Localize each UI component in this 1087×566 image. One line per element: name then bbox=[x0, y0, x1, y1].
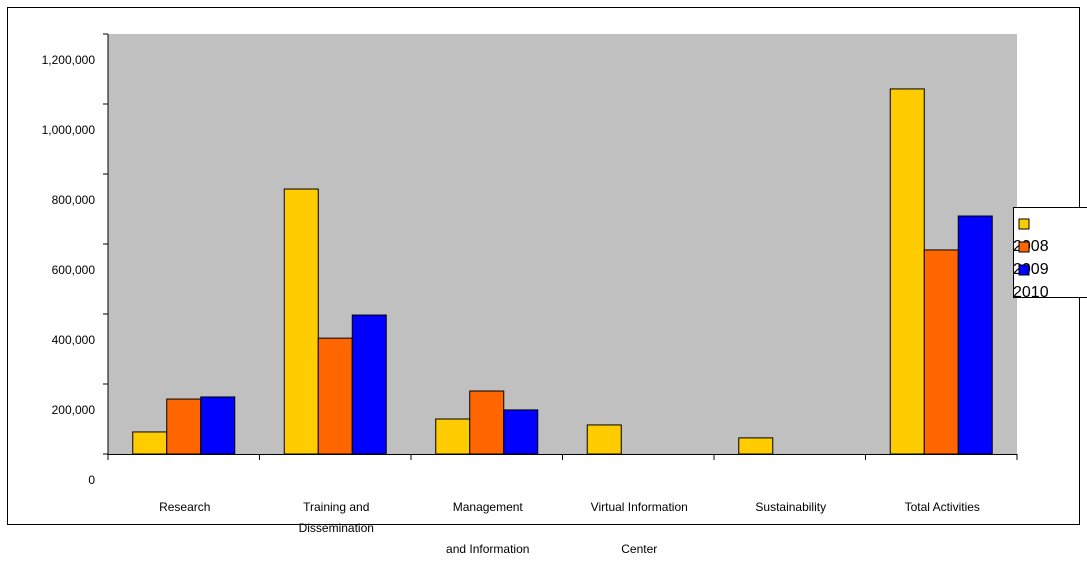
bar bbox=[923, 249, 959, 455]
bar bbox=[351, 314, 387, 455]
y-tick-label: 200,000 bbox=[52, 403, 96, 417]
bar bbox=[132, 431, 168, 455]
x-tick-label: and Information bbox=[446, 542, 529, 556]
x-tick-label: Training and bbox=[303, 500, 369, 514]
bar bbox=[166, 398, 202, 455]
bar bbox=[889, 88, 925, 455]
legend-swatch bbox=[1018, 218, 1030, 230]
legend-label: 2008 bbox=[1013, 238, 1049, 255]
y-tick-label: 1,200,000 bbox=[42, 53, 96, 67]
x-tick-label: Dissemination bbox=[299, 521, 374, 535]
bar bbox=[503, 409, 539, 455]
legend-label: 2009 bbox=[1013, 261, 1049, 278]
y-tick-label: 800,000 bbox=[52, 193, 96, 207]
x-tick-label: Management bbox=[453, 500, 524, 514]
x-tick-label: Center bbox=[621, 542, 657, 556]
y-tick-label: 1,000,000 bbox=[42, 123, 96, 137]
bar bbox=[317, 337, 353, 455]
bar bbox=[200, 396, 236, 455]
bar bbox=[586, 424, 622, 455]
y-tick-label: 600,000 bbox=[52, 263, 96, 277]
bar bbox=[957, 215, 993, 455]
legend-swatch bbox=[1018, 264, 1030, 276]
bar bbox=[469, 390, 505, 455]
x-tick-label: Sustainability bbox=[755, 500, 826, 514]
y-tick-label: 0 bbox=[88, 473, 95, 487]
bar bbox=[283, 188, 319, 455]
legend-label: 2010 bbox=[1013, 284, 1049, 301]
bar bbox=[435, 418, 471, 455]
y-tick-label: 400,000 bbox=[52, 333, 96, 347]
bar bbox=[738, 437, 774, 455]
x-tick-label: Total Activities bbox=[905, 500, 980, 514]
x-tick-label: Research bbox=[159, 500, 210, 514]
plot-area bbox=[108, 34, 1017, 454]
legend-swatch bbox=[1018, 241, 1030, 253]
x-tick-label: Virtual Information bbox=[591, 500, 688, 514]
